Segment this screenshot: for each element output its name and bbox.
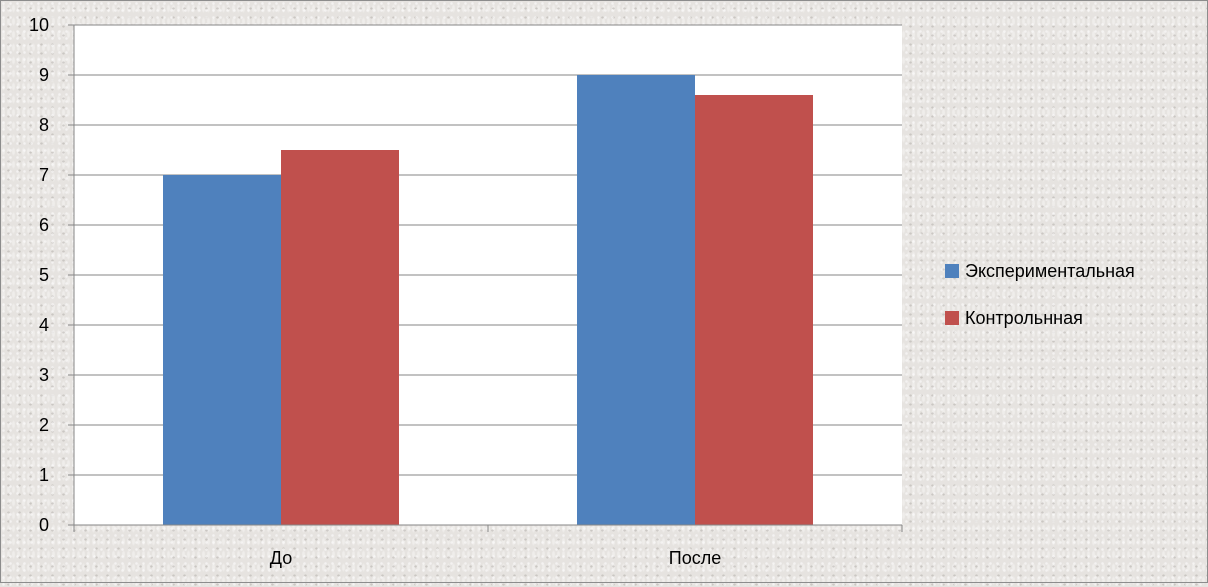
legend-label-0: Экспериментальная	[965, 261, 1135, 281]
legend-label-1: Контрольнная	[965, 308, 1083, 328]
bar-experimental-0	[163, 175, 281, 525]
legend-swatch-0	[945, 264, 959, 278]
y-tick-label-4: 4	[39, 315, 49, 335]
y-tick-label-7: 7	[39, 165, 49, 185]
y-tick-label-10: 10	[29, 15, 49, 35]
legend-swatch-1	[945, 311, 959, 325]
y-tick-label-9: 9	[39, 65, 49, 85]
y-tick-label-0: 0	[39, 515, 49, 535]
bar-experimental-1	[577, 75, 695, 525]
y-tick-label-2: 2	[39, 415, 49, 435]
bar-control-0	[281, 150, 399, 525]
y-tick-label-1: 1	[39, 465, 49, 485]
y-tick-label-6: 6	[39, 215, 49, 235]
y-tick-label-3: 3	[39, 365, 49, 385]
legend: Экспериментальная Контрольнная	[945, 261, 1135, 328]
y-tick-label-8: 8	[39, 115, 49, 135]
y-tick-labels: 0 1 2 3 4 5 6 7 8 9 10	[29, 15, 74, 535]
x-tick-label-0: До	[270, 548, 292, 568]
bars	[163, 75, 813, 525]
x-tick-label-1: После	[669, 548, 721, 568]
y-tick-label-5: 5	[39, 265, 49, 285]
bar-control-1	[695, 95, 813, 525]
x-tick-labels: До После	[270, 548, 721, 568]
